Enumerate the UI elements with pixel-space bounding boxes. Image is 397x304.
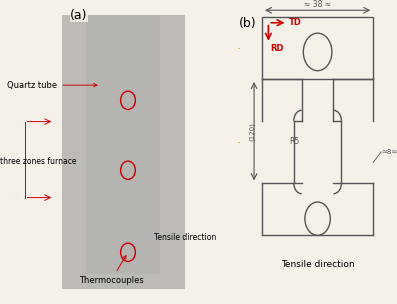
Text: R5: R5 (289, 137, 299, 146)
Text: ≈ 38 ≈: ≈ 38 ≈ (304, 0, 331, 9)
Text: ≈8≈: ≈8≈ (381, 149, 397, 155)
Text: Thermocouples: Thermocouples (79, 256, 143, 285)
Text: (b): (b) (239, 16, 256, 29)
Text: Tensile direction: Tensile direction (154, 233, 217, 242)
Bar (62, 15, 185, 289)
Text: Quartz tube: Quartz tube (8, 81, 97, 90)
Bar (262, 16, 373, 79)
Bar (86, 15, 160, 274)
Text: RD: RD (270, 43, 283, 53)
Text: (120): (120) (249, 122, 255, 140)
Text: (a): (a) (70, 9, 87, 22)
Text: three zones furnace: three zones furnace (0, 157, 77, 166)
Text: TD: TD (289, 18, 302, 27)
Text: Tensile direction: Tensile direction (281, 261, 355, 269)
